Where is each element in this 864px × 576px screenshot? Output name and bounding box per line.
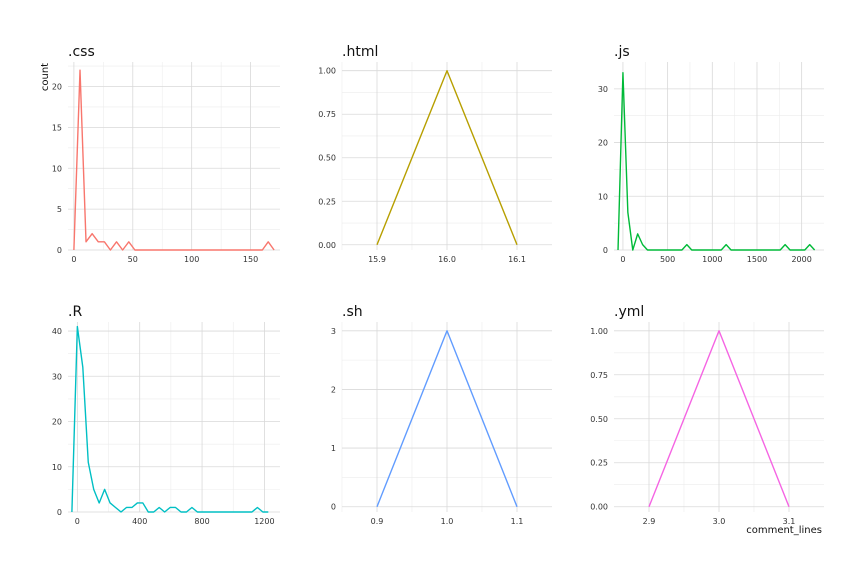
x-tick-label: 400 xyxy=(132,517,147,526)
y-tick-label: 2 xyxy=(331,385,336,394)
y-tick-label: 20 xyxy=(52,83,62,92)
y-tick-label: 0 xyxy=(603,246,608,255)
x-tick-label: 0 xyxy=(620,255,625,264)
x-tick-label: 800 xyxy=(194,517,209,526)
y-tick-label: 0.25 xyxy=(590,459,608,468)
y-tick-label: 10 xyxy=(52,164,62,173)
x-tick-label: 50 xyxy=(128,255,138,264)
y-tick-label: 0 xyxy=(57,508,62,517)
x-tick-label: 0 xyxy=(75,517,80,526)
y-tick-label: 20 xyxy=(52,418,62,427)
y-tick-label: 1.00 xyxy=(318,67,336,76)
x-tick-label: 2000 xyxy=(791,255,811,264)
y-tick-label: 0.75 xyxy=(318,110,336,119)
y-tick-label: 1 xyxy=(331,444,336,453)
x-tick-label: 16.1 xyxy=(508,255,526,264)
facet-title-yml: .yml xyxy=(614,304,644,320)
y-tick-label: 0.75 xyxy=(590,371,608,380)
y-tick-label: 20 xyxy=(598,139,608,148)
y-tick-label: 0 xyxy=(331,503,336,512)
y-tick-label: 1.00 xyxy=(590,327,608,336)
y-tick-label: 0.00 xyxy=(590,503,608,512)
x-tick-label: 2.9 xyxy=(643,517,656,526)
y-tick-label: 40 xyxy=(52,327,62,336)
facet-panel-r: 0 400 800 1200 0 10 20 30 40 .R xyxy=(52,304,280,526)
y-tick-label: 10 xyxy=(598,192,608,201)
y-tick-label: 15 xyxy=(52,123,62,132)
series-line-r xyxy=(71,325,269,513)
series-line-yml xyxy=(648,330,790,507)
x-tick-label: 100 xyxy=(184,255,199,264)
x-tick-label: 1000 xyxy=(702,255,722,264)
facet-panel-js: 0 500 1000 1500 2000 0 10 20 30 .js xyxy=(598,44,824,264)
y-tick-label: 5 xyxy=(57,205,62,214)
facet-title-sh: .sh xyxy=(342,304,363,320)
x-tick-label: 1.0 xyxy=(441,517,454,526)
y-tick-label: 30 xyxy=(52,372,62,381)
x-tick-label: 0.9 xyxy=(371,517,384,526)
x-tick-label: 1500 xyxy=(747,255,767,264)
facet-panel-sh: 0.9 1.0 1.1 0 1 2 3 .sh xyxy=(331,304,552,526)
y-tick-label: 0.25 xyxy=(318,197,336,206)
facet-title-html: .html xyxy=(342,44,378,60)
y-tick-label: 0.50 xyxy=(590,415,608,424)
facet-panel-html: 15.9 16.0 16.1 0.00 0.25 0.50 0.75 1.00 .html xyxy=(318,44,552,264)
x-tick-label: 500 xyxy=(660,255,675,264)
facet-title-r: .R xyxy=(68,304,82,320)
facet-title-js: .js xyxy=(614,44,630,60)
x-axis-title: comment_lines xyxy=(746,525,822,536)
x-tick-label: 1200 xyxy=(254,517,274,526)
series-line-css xyxy=(73,69,275,251)
x-tick-label: 1.1 xyxy=(511,517,524,526)
x-tick-label: 15.9 xyxy=(368,255,386,264)
x-tick-label: 3.1 xyxy=(783,517,796,526)
x-tick-label: 0 xyxy=(71,255,76,264)
y-tick-label: 0 xyxy=(57,246,62,255)
facet-panel-yml: 2.9 3.0 3.1 0.00 0.25 0.50 0.75 1.00 .yml xyxy=(590,304,824,526)
y-tick-label: 3 xyxy=(331,327,336,336)
series-line-html xyxy=(376,69,518,246)
x-tick-label: 16.0 xyxy=(438,255,456,264)
y-tick-label: 30 xyxy=(598,85,608,94)
series-line-sh xyxy=(376,330,518,507)
x-tick-label: 150 xyxy=(243,255,258,264)
series-line-js xyxy=(617,72,816,251)
y-tick-label: 0.00 xyxy=(318,241,336,250)
facet-panel-css: 0 50 100 150 0 5 10 15 20 .css xyxy=(52,44,280,264)
x-tick-label: 3.0 xyxy=(713,517,726,526)
y-tick-label: 10 xyxy=(52,463,62,472)
facet-title-css: .css xyxy=(68,44,95,60)
y-tick-label: 0.50 xyxy=(318,154,336,163)
y-axis-title: count xyxy=(40,63,51,91)
